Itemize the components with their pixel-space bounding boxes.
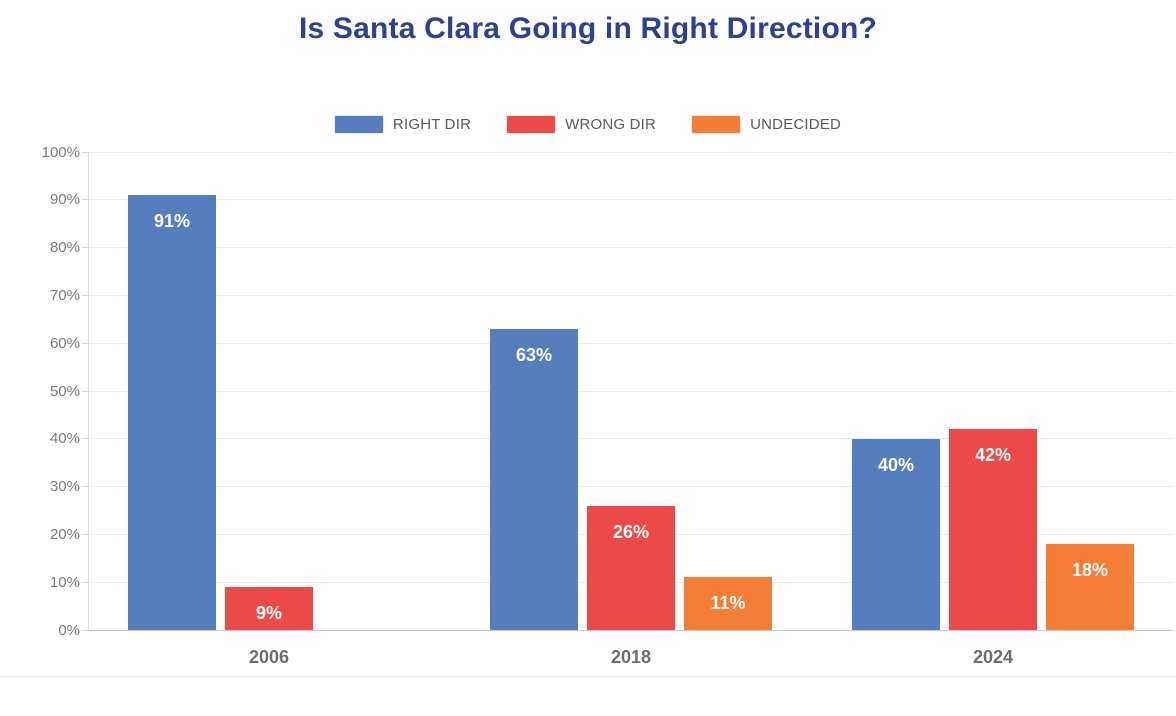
- gridline: [88, 438, 1174, 440]
- axis-tick: [82, 342, 88, 344]
- legend-item[interactable]: WRONG DIR: [507, 116, 656, 133]
- axis-tick: [82, 629, 88, 631]
- legend-item[interactable]: UNDECIDED: [692, 116, 841, 133]
- x-axis-category-label: 2006: [248, 647, 290, 667]
- bar-right-dir-2006[interactable]: 91%: [128, 195, 216, 630]
- bar-value-label: 9%: [255, 602, 282, 623]
- gridline: [88, 151, 1174, 153]
- bar-undecided-2018[interactable]: 11%: [684, 577, 772, 630]
- gridline: [88, 294, 1174, 296]
- axis-tick: [82, 486, 88, 488]
- legend-swatch-icon: [692, 116, 741, 133]
- axis-tick: [82, 533, 88, 535]
- chart-legend: RIGHT DIR WRONG DIR UNDECIDED: [0, 116, 1176, 133]
- axis-tick: [82, 438, 88, 440]
- legend-item[interactable]: RIGHT DIR: [334, 116, 472, 133]
- y-axis-tick-label: 10%: [49, 573, 80, 591]
- legend-label: RIGHT DIR: [392, 116, 472, 133]
- bar-wrong-dir-2006[interactable]: 9%: [225, 586, 313, 630]
- gridline: [88, 486, 1174, 488]
- bar-wrong-dir-2024[interactable]: 42%: [949, 429, 1037, 630]
- y-axis-tick-label: 100%: [41, 143, 80, 161]
- bar-value-label: 11%: [710, 593, 746, 614]
- bar-value-label: 26%: [612, 521, 650, 542]
- gridline: [88, 390, 1174, 392]
- axis-tick: [82, 199, 88, 201]
- y-axis-tick-label: 80%: [49, 239, 80, 257]
- gridline: [88, 247, 1174, 249]
- bar-value-label: 42%: [974, 445, 1012, 466]
- y-axis-tick-label: 0%: [58, 621, 80, 639]
- y-axis-tick-label: 20%: [49, 525, 80, 543]
- bar-undecided-2024[interactable]: 18%: [1046, 543, 1134, 630]
- gridline: [88, 342, 1174, 344]
- y-axis-tick-label: 40%: [49, 430, 80, 448]
- x-axis-category-label: 2018: [610, 647, 652, 667]
- bar-value-label: 18%: [1071, 559, 1109, 580]
- bottom-separator-line: [0, 676, 1176, 677]
- legend-label: UNDECIDED: [750, 116, 842, 133]
- axis-tick: [82, 581, 88, 583]
- bar-right-dir-2024[interactable]: 40%: [852, 438, 940, 630]
- gridline: [88, 199, 1174, 201]
- axis-tick: [82, 294, 88, 296]
- bar-value-label: 63%: [515, 344, 553, 365]
- gridline: [88, 629, 1174, 631]
- axis-tick: [82, 151, 88, 153]
- bar-value-label: 91%: [153, 211, 191, 232]
- chart-title: Is Santa Clara Going in Right Direction?: [298, 12, 878, 45]
- y-axis-tick-label: 30%: [49, 478, 80, 496]
- legend-label: WRONG DIR: [565, 116, 657, 133]
- legend-swatch-icon: [334, 116, 383, 133]
- legend-swatch-icon: [507, 116, 556, 133]
- x-axis-category-label: 2024: [972, 647, 1014, 667]
- y-axis-tick-label: 70%: [49, 286, 80, 304]
- axis-tick: [82, 390, 88, 392]
- y-axis-line: [87, 152, 89, 630]
- y-axis-tick-label: 50%: [49, 382, 80, 400]
- axis-tick: [82, 247, 88, 249]
- y-axis-tick-label: 90%: [49, 191, 80, 209]
- bar-wrong-dir-2018[interactable]: 26%: [587, 505, 675, 630]
- bar-right-dir-2018[interactable]: 63%: [490, 328, 578, 630]
- bar-value-label: 40%: [877, 454, 915, 475]
- y-axis-tick-label: 60%: [49, 334, 80, 352]
